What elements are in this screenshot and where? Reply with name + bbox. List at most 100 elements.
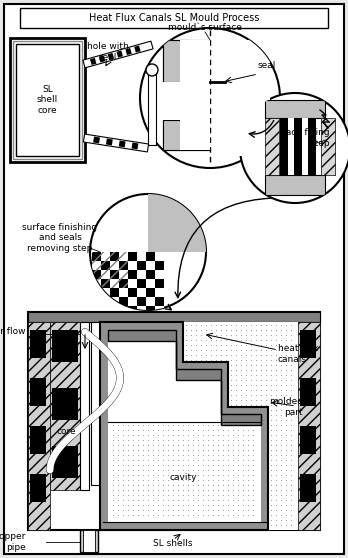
Bar (101, 306, 110, 315)
Bar (110, 297, 119, 306)
Polygon shape (84, 134, 149, 152)
Bar (110, 270, 119, 279)
Bar (30, 474, 46, 502)
Bar (137, 279, 146, 288)
Bar (28, 312, 320, 322)
Polygon shape (93, 137, 100, 143)
Bar (146, 270, 155, 279)
Bar (92, 270, 101, 279)
Bar (119, 252, 128, 261)
Bar (10, 38, 85, 162)
Bar (146, 261, 155, 270)
Bar (80, 322, 89, 490)
Bar (265, 175, 325, 195)
Bar (100, 322, 298, 530)
Bar (110, 270, 119, 279)
Bar (101, 270, 110, 279)
Text: back filling
step: back filling step (280, 128, 330, 148)
Bar (163, 82, 210, 120)
Bar (92, 252, 101, 261)
Bar (92, 270, 101, 279)
Bar (30, 330, 46, 358)
Bar (92, 288, 101, 297)
Bar (265, 118, 279, 175)
Bar (137, 252, 146, 261)
Bar (155, 306, 164, 315)
Polygon shape (132, 142, 139, 150)
Bar (92, 261, 101, 270)
Bar (101, 279, 110, 288)
Bar (302, 118, 308, 175)
Bar (265, 100, 325, 118)
Bar (180, 40, 210, 150)
Bar (110, 279, 119, 288)
Bar (146, 306, 155, 315)
Bar (110, 252, 119, 261)
Bar (137, 261, 146, 270)
Polygon shape (108, 330, 261, 522)
Text: mould`s surface: mould`s surface (168, 23, 242, 32)
Bar (210, 40, 270, 156)
Bar (101, 270, 110, 279)
Bar (30, 426, 46, 454)
Bar (155, 261, 164, 270)
Bar (300, 474, 316, 502)
Bar (137, 297, 146, 306)
Bar (321, 118, 335, 175)
Bar (110, 315, 119, 324)
Polygon shape (99, 55, 105, 62)
Bar (119, 270, 128, 279)
Bar (92, 279, 101, 288)
Bar (308, 118, 316, 175)
Text: seal: seal (258, 61, 276, 70)
Bar (128, 297, 137, 306)
Bar (128, 252, 137, 261)
Text: cavity: cavity (169, 473, 197, 482)
Bar (119, 279, 128, 288)
Bar (148, 194, 206, 252)
Bar (137, 288, 146, 297)
Bar (50, 322, 80, 490)
Text: surface finishing
and seals
removing step: surface finishing and seals removing ste… (22, 223, 97, 253)
Polygon shape (119, 141, 126, 147)
Bar (101, 252, 110, 261)
Bar (101, 279, 110, 288)
Text: core: core (56, 427, 76, 436)
Polygon shape (100, 322, 268, 530)
Bar (137, 270, 146, 279)
Bar (128, 270, 137, 279)
Bar (119, 288, 128, 297)
Bar (30, 378, 46, 406)
Bar (155, 270, 164, 279)
Bar (119, 252, 128, 261)
Bar (91, 322, 100, 485)
Bar (13, 41, 82, 159)
Polygon shape (108, 53, 114, 60)
Circle shape (140, 28, 280, 168)
Bar (119, 279, 128, 288)
Bar (92, 306, 101, 315)
Bar (128, 261, 137, 270)
Bar (146, 252, 155, 261)
Bar (101, 252, 110, 261)
Bar (163, 120, 210, 150)
Bar (52, 330, 78, 362)
Bar (119, 297, 128, 306)
Polygon shape (106, 138, 113, 146)
Text: SL shells: SL shells (153, 540, 193, 549)
Bar (163, 82, 190, 120)
Bar (119, 270, 128, 279)
Bar (128, 306, 137, 315)
Bar (80, 530, 98, 552)
Bar (155, 315, 164, 324)
Bar (137, 315, 146, 324)
Bar (128, 279, 137, 288)
Bar (155, 279, 164, 288)
Bar (101, 315, 110, 324)
Bar (300, 330, 316, 358)
Bar (280, 118, 288, 175)
Bar (16, 44, 79, 156)
Polygon shape (125, 48, 132, 55)
Bar (92, 297, 101, 306)
Bar (110, 261, 119, 270)
